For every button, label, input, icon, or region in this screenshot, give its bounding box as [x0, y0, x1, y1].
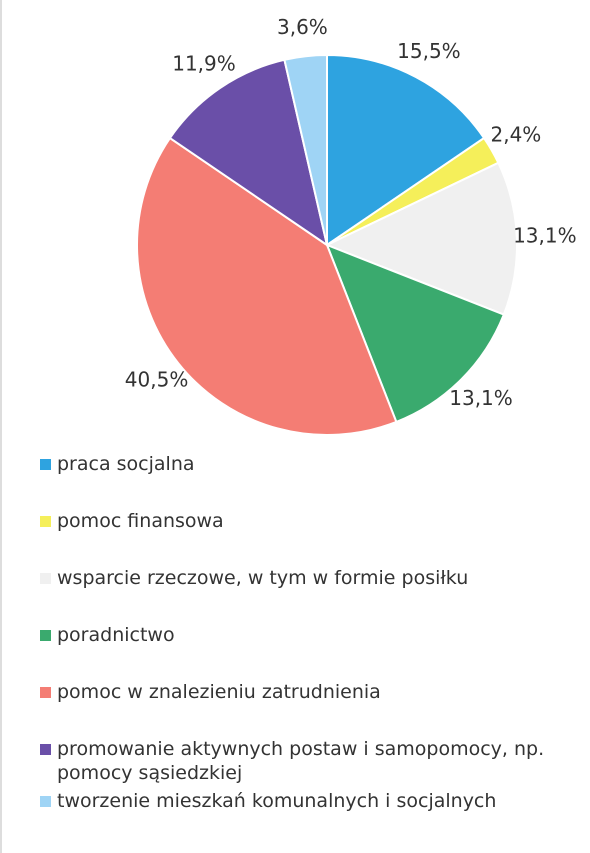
pie-slice — [136, 136, 398, 436]
data-label: 15,5% — [397, 39, 461, 63]
legend-label: praca socjalna — [57, 453, 195, 475]
legend-item: tworzenie mieszkań komunalnych i socjaln… — [40, 789, 585, 813]
legend-label: pomoc finansowa — [57, 510, 224, 532]
legend-swatch — [40, 796, 51, 807]
pie-slice — [324, 161, 518, 316]
legend-item: pomoc w znalezieniu zatrudnienia — [40, 680, 585, 704]
data-label: 2,4% — [491, 123, 542, 147]
data-label: 11,9% — [172, 52, 236, 76]
legend-label: tworzenie mieszkań komunalnych i socjaln… — [57, 790, 497, 812]
legend-swatch — [40, 687, 51, 698]
legend-item: promowanie aktywnych postaw i samopomocy… — [40, 737, 585, 785]
legend-swatch — [40, 516, 51, 527]
legend-swatch — [40, 744, 51, 755]
legend-swatch — [40, 459, 51, 470]
data-label: 40,5% — [125, 367, 189, 391]
legend-swatch — [40, 630, 51, 641]
legend-swatch — [40, 573, 51, 584]
pie-slice — [325, 243, 506, 424]
legend-item: praca socjalna — [40, 452, 585, 476]
data-label: 13,1% — [449, 386, 513, 410]
legend-item: poradnictwo — [40, 623, 585, 647]
pie-slice — [168, 58, 329, 248]
pie-slice — [326, 53, 486, 247]
legend-label: pomoc w znalezieniu zatrudnienia — [57, 681, 381, 703]
legend-label: promowanie aktywnych postaw i samopomocy… — [57, 738, 545, 784]
legend: praca socjalna pomoc finansowa wsparcie rz… — [40, 452, 585, 846]
legend-label: wsparcie rzeczowe, w tym w formie posiłk… — [57, 567, 469, 589]
legend-item: pomoc finansowa — [40, 509, 585, 533]
pie-slice — [283, 53, 328, 246]
data-label: 13,1% — [513, 224, 577, 248]
data-label: 3,6% — [277, 15, 328, 39]
chart: 15,5% 2,4% 13,1% 13,1% 40,5% 11,9% 3,6% — [125, 15, 577, 436]
legend-label: poradnictwo — [57, 624, 175, 646]
legend-item: wsparcie rzeczowe, w tym w formie posiłk… — [40, 566, 585, 590]
